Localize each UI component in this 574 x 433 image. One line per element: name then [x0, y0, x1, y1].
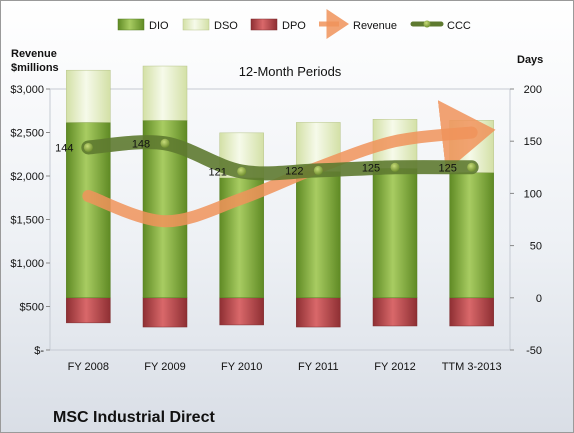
ccc-data-label: 121 [208, 166, 226, 178]
legend: DIO DSO DPO Revenue CCC [117, 9, 471, 39]
ccc-data-label: 148 [132, 138, 150, 150]
category-label: FY 2008 [68, 361, 109, 373]
bar-dio [372, 168, 418, 299]
revenue-line [82, 100, 496, 228]
left-tick-label: $- [34, 345, 44, 357]
ccc-point [237, 166, 247, 176]
ccc-series: 144 148 121 122 125 125 [55, 135, 479, 181]
ccc-point [313, 165, 323, 175]
bar-dio [296, 171, 341, 299]
right-tick-label: 0 [536, 293, 542, 305]
left-axis: $- $500 $1,000 $1,500 $2,000 $2,500 $3,000 [10, 84, 50, 357]
ccc-point [160, 138, 170, 148]
ccc-data-label: 144 [55, 142, 73, 154]
legend-swatch-dpo [250, 18, 278, 31]
bar-dpo [449, 297, 494, 327]
left-tick-label: $1,000 [10, 258, 44, 270]
company-name: MSC Industrial Direct [53, 409, 215, 426]
ccc-point [467, 162, 477, 172]
legend-label-dso: DSO [214, 20, 238, 32]
left-axis-title-line1: Revenue [11, 48, 57, 60]
left-tick-label: $1,500 [10, 215, 44, 227]
chart-subtitle: 12-Month Periods [239, 64, 342, 79]
legend-label-revenue: Revenue [353, 20, 397, 32]
right-axis: -50 0 50 100 150 200 [510, 84, 542, 357]
bar-dpo [142, 297, 188, 328]
bar-dpo [66, 297, 111, 324]
bar-dpo [372, 297, 418, 327]
left-tick-label: $500 [20, 302, 44, 314]
legend-label-ccc: CCC [447, 20, 471, 32]
category-label: FY 2012 [374, 361, 415, 373]
bar-series [66, 65, 494, 328]
left-axis-title-line2: $millions [11, 62, 59, 74]
category-axis: FY 2008 FY 2009 FY 2010 FY 2011 FY 2012 TTM 3… [68, 361, 502, 373]
right-tick-label: 150 [524, 136, 542, 148]
ccc-point [83, 142, 93, 152]
right-tick-label: 50 [530, 241, 542, 253]
category-label: FY 2011 [298, 361, 339, 373]
bar-dso [142, 65, 188, 121]
legend-swatch-dio [117, 18, 145, 31]
bar-dio [449, 172, 494, 299]
left-tick-label: $2,000 [10, 171, 44, 183]
ccc-data-label: 125 [438, 162, 456, 174]
ccc-point [390, 162, 400, 172]
left-tick-label: $3,000 [10, 84, 44, 96]
legend-swatch-dso [182, 18, 210, 31]
right-tick-label: 200 [524, 84, 542, 96]
plot-area [49, 88, 511, 351]
revenue-series [82, 100, 496, 228]
legend-marker-ccc [423, 20, 431, 28]
right-tick-label: -50 [526, 345, 542, 357]
category-label: TTM 3-2013 [442, 361, 502, 373]
category-label: FY 2010 [221, 361, 262, 373]
ccc-line [81, 135, 479, 181]
ccc-data-label: 125 [362, 162, 380, 174]
category-label: FY 2009 [144, 361, 185, 373]
ccc-data-label: 122 [285, 165, 303, 177]
legend-label-dpo: DPO [282, 20, 306, 32]
left-tick-label: $2,500 [10, 128, 44, 140]
right-axis-title: Days [517, 54, 543, 66]
bar-dpo [296, 297, 341, 328]
bar-dso [66, 69, 111, 123]
bar-dpo [219, 297, 264, 326]
right-tick-label: 100 [524, 188, 542, 200]
legend-label-dio: DIO [149, 20, 169, 32]
